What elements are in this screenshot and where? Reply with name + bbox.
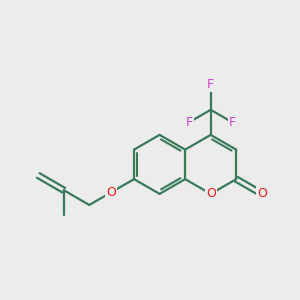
Text: O: O <box>206 188 216 200</box>
Text: F: F <box>229 116 236 129</box>
Text: F: F <box>207 78 214 91</box>
Text: O: O <box>106 186 116 199</box>
Text: F: F <box>185 116 193 129</box>
Text: O: O <box>257 188 267 200</box>
